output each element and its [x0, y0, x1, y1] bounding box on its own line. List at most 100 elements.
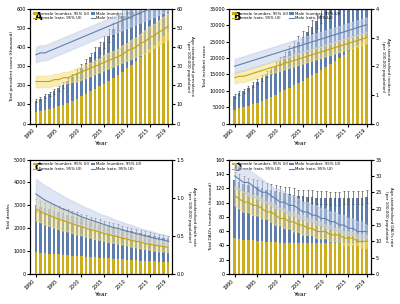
Bar [252, 186, 254, 240]
Bar [112, 78, 114, 123]
Bar [162, 262, 165, 274]
Bar [361, 243, 364, 274]
X-axis label: Year: Year [95, 141, 108, 147]
Bar [247, 185, 250, 240]
Bar [108, 258, 110, 274]
Bar [66, 215, 69, 255]
Bar [311, 75, 313, 123]
Bar [338, 198, 341, 243]
Bar [247, 88, 250, 106]
Bar [329, 198, 332, 243]
Bar [297, 243, 300, 274]
Bar [44, 208, 46, 253]
Bar [44, 96, 46, 110]
Bar [44, 110, 46, 123]
Bar [112, 29, 114, 78]
Bar [39, 99, 42, 111]
Bar [103, 258, 106, 274]
Bar [297, 83, 300, 123]
Bar [233, 96, 236, 110]
Bar [80, 256, 83, 274]
Bar [76, 99, 78, 123]
Bar [284, 90, 286, 123]
Bar [343, 198, 345, 243]
Bar [288, 194, 290, 243]
Bar [121, 16, 124, 71]
Bar [57, 106, 60, 123]
Bar [39, 111, 42, 123]
Bar [315, 198, 318, 243]
Bar [265, 242, 268, 274]
Bar [324, 243, 327, 274]
Bar [347, 0, 350, 51]
Bar [130, 260, 133, 274]
Bar [126, 9, 128, 68]
Bar [334, 243, 336, 274]
Legend: Female (number, 95% UI), Female (rate, 95% UI), Male (number, 95% UI), Male (rat: Female (number, 95% UI), Female (rate, 9… [32, 161, 142, 172]
Bar [315, 21, 318, 73]
Bar [139, 233, 142, 261]
Bar [288, 243, 290, 274]
Bar [366, 38, 368, 123]
Bar [108, 226, 110, 258]
Bar [103, 84, 106, 123]
Bar [126, 68, 128, 123]
Bar [306, 32, 309, 78]
Y-axis label: Total deaths: Total deaths [7, 204, 11, 230]
Bar [334, 61, 336, 123]
Bar [76, 256, 78, 274]
Bar [233, 110, 236, 123]
Bar [39, 207, 42, 253]
X-axis label: Year: Year [294, 141, 307, 147]
Bar [121, 259, 124, 274]
Bar [48, 254, 51, 274]
Bar [261, 101, 263, 123]
Bar [57, 88, 60, 106]
Bar [329, 4, 332, 64]
Bar [53, 91, 55, 108]
Bar [252, 85, 254, 104]
Bar [233, 238, 236, 274]
Bar [158, 262, 160, 274]
Bar [306, 78, 309, 123]
Legend: Female (number, 95% UI), Female (rate, 95% UI), Male (number, 95% UI), Male (rat: Female (number, 95% UI), Female (rate, 9… [231, 11, 341, 21]
Bar [144, 54, 146, 123]
Bar [62, 213, 64, 255]
Bar [356, 243, 359, 274]
Bar [343, 243, 345, 274]
Bar [356, 0, 359, 45]
Bar [57, 212, 60, 254]
Bar [347, 243, 350, 274]
Bar [274, 66, 277, 95]
Bar [252, 240, 254, 274]
Bar [252, 104, 254, 123]
Bar [167, 238, 169, 262]
Bar [311, 243, 313, 274]
Bar [366, 242, 368, 274]
Bar [167, 0, 169, 32]
X-axis label: Year: Year [95, 292, 108, 297]
Bar [121, 229, 124, 259]
Bar [89, 57, 92, 91]
Y-axis label: Age-standardised incidence
(per 100,000 population): Age-standardised incidence (per 100,000 … [381, 38, 390, 95]
Bar [292, 195, 295, 243]
Bar [274, 95, 277, 123]
Bar [153, 236, 156, 261]
Bar [76, 217, 78, 256]
Bar [279, 192, 282, 243]
Bar [233, 180, 236, 238]
Bar [48, 209, 51, 254]
Bar [144, 0, 146, 54]
Bar [89, 257, 92, 274]
Bar [352, 48, 354, 123]
Bar [256, 241, 259, 274]
Bar [361, 198, 364, 243]
Bar [338, 243, 341, 274]
Bar [279, 61, 282, 92]
Bar [320, 70, 322, 123]
Bar [352, 243, 354, 274]
Bar [126, 230, 128, 260]
Y-axis label: Total incident cases: Total incident cases [203, 45, 207, 88]
Bar [108, 36, 110, 81]
X-axis label: Year: Year [294, 292, 307, 297]
